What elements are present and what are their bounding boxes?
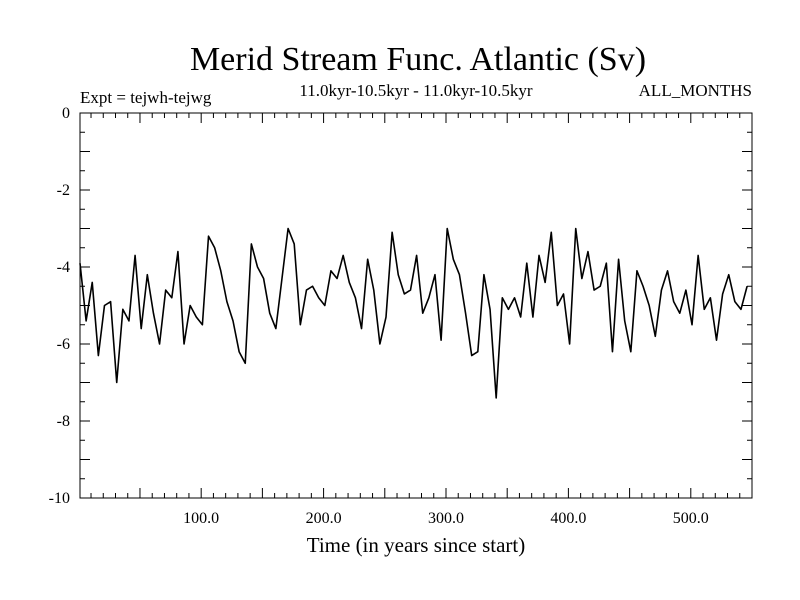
x-tick-label: 200.0 — [306, 510, 342, 527]
y-tick-label: -10 — [49, 490, 70, 507]
months-label: ALL_MONTHS — [639, 81, 752, 100]
chart-title: Merid Stream Func. Atlantic (Sv) — [190, 41, 646, 78]
x-tick-label: 100.0 — [183, 510, 219, 527]
y-tick-label: -6 — [57, 336, 70, 353]
x-tick-label: 400.0 — [550, 510, 586, 527]
tick-marks — [80, 112, 753, 499]
y-tick-label: -4 — [57, 259, 70, 276]
y-tick-label: 0 — [62, 105, 70, 122]
x-axis-label: Time (in years since start) — [307, 533, 526, 557]
data-series-line — [79, 227, 748, 399]
x-tick-label: 500.0 — [673, 510, 709, 527]
time-range-label: 11.0kyr-10.5kyr - 11.0kyr-10.5kyr — [299, 81, 533, 100]
experiment-label: Expt = tejwh-tejwg — [80, 88, 212, 107]
y-tick-label: -8 — [57, 413, 70, 430]
y-tick-label: -2 — [57, 182, 70, 199]
y-tick-labels: 0 -2 -4 -6 -8 -10 — [49, 105, 70, 507]
x-tick-label: 300.0 — [428, 510, 464, 527]
x-tick-labels: 100.0 200.0 300.0 400.0 500.0 — [183, 510, 709, 527]
